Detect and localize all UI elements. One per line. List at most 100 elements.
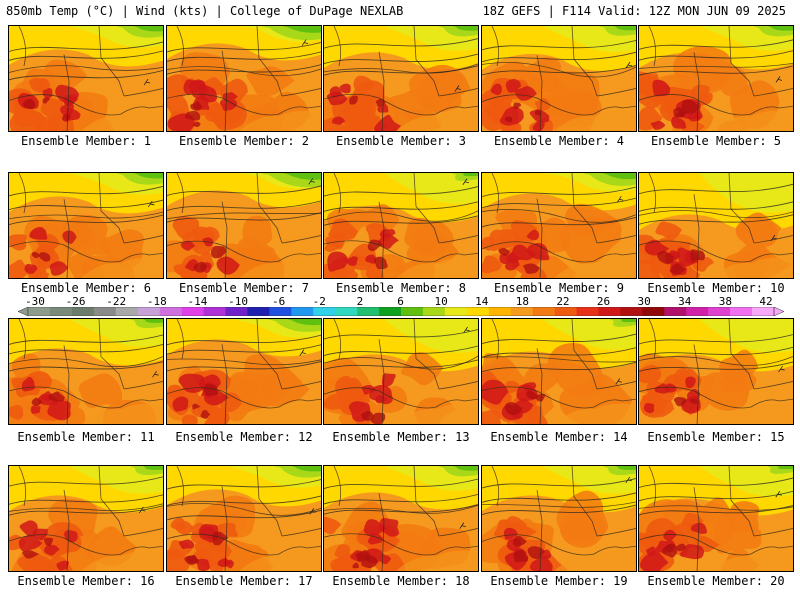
ensemble-member-label: Ensemble Member: 19 bbox=[490, 574, 628, 588]
colorbar-swatch bbox=[488, 307, 512, 316]
ensemble-map-panel bbox=[323, 465, 479, 572]
colorbar-swatch bbox=[313, 307, 336, 316]
colorbar-tick-label: -26 bbox=[65, 295, 86, 308]
colorbar-swatch bbox=[137, 307, 160, 316]
colorbar-swatch bbox=[247, 307, 270, 316]
ensemble-member-label: Ensemble Member: 6 bbox=[20, 281, 152, 295]
ensemble-member-label: Ensemble Member: 5 bbox=[650, 134, 782, 148]
colorbar-arrow-right bbox=[773, 307, 784, 316]
ensemble-map-panel bbox=[8, 465, 164, 572]
ensemble-member-label: Ensemble Member: 11 bbox=[17, 430, 155, 444]
colorbar-swatch bbox=[291, 307, 314, 316]
colorbar-swatch bbox=[642, 307, 665, 316]
colorbar-arrow-left bbox=[18, 307, 29, 316]
ensemble-map-panel bbox=[166, 172, 322, 279]
ensemble-map-panel bbox=[323, 172, 479, 279]
colorbar-swatch bbox=[225, 307, 248, 316]
colorbar-tick-label: 6 bbox=[397, 295, 404, 308]
colorbar-tick-label: -30 bbox=[25, 295, 45, 308]
colorbar-swatch bbox=[532, 307, 555, 316]
colorbar-tick-label: 30 bbox=[637, 295, 651, 308]
colorbar-swatch bbox=[554, 307, 577, 316]
colorbar-swatch bbox=[422, 307, 446, 316]
ensemble-map-panel bbox=[323, 25, 479, 132]
colorbar-tick-label: 22 bbox=[556, 295, 570, 308]
colorbar-swatch bbox=[203, 307, 226, 316]
ensemble-member-label: Ensemble Member: 3 bbox=[335, 134, 467, 148]
colorbar-swatch bbox=[49, 307, 73, 316]
ensemble-map-panel bbox=[8, 318, 164, 425]
ensemble-map-panel bbox=[166, 25, 322, 132]
colorbar-swatch bbox=[598, 307, 621, 316]
ensemble-member-label: Ensemble Member: 9 bbox=[493, 281, 625, 295]
header-title-left: 850mb Temp (°C) | Wind (kts) | College o… bbox=[6, 4, 404, 18]
colorbar-tick-label: 18 bbox=[515, 295, 529, 308]
colorbar-tick-label: -22 bbox=[106, 295, 127, 308]
ensemble-map-panel bbox=[481, 25, 637, 132]
colorbar-swatch bbox=[181, 307, 204, 316]
ensemble-member-label: Ensemble Member: 16 bbox=[17, 574, 155, 588]
ensemble-map-panel bbox=[481, 465, 637, 572]
colorbar-swatch bbox=[115, 307, 139, 316]
colorbar-labels: -30 -26 -22 -18 -14 -10 -6 -2 2 6 10 14 18 22 26 30 34 38… bbox=[0, 296, 800, 308]
ensemble-member-label: Ensemble Member: 2 bbox=[178, 134, 310, 148]
ensemble-map-panel bbox=[323, 318, 479, 425]
colorbar-swatch bbox=[444, 307, 468, 316]
colorbar-tick-label: 10 bbox=[434, 295, 448, 308]
colorbar-tick-label: -6 bbox=[272, 295, 286, 308]
colorbar-tick-label: 34 bbox=[678, 295, 692, 308]
colorbar-tick-label: 42 bbox=[759, 295, 773, 308]
colorbar-tick-label: 38 bbox=[718, 295, 732, 308]
ensemble-member-label: Ensemble Member: 7 bbox=[178, 281, 310, 295]
ensemble-member-label: Ensemble Member: 13 bbox=[332, 430, 470, 444]
ensemble-map-panel bbox=[8, 172, 164, 279]
ensemble-member-label: Ensemble Member: 15 bbox=[647, 430, 785, 444]
colorbar-swatch bbox=[466, 307, 490, 316]
colorbar-swatch bbox=[93, 307, 117, 316]
ensemble-map-panel bbox=[638, 318, 794, 425]
colorbar-swatch bbox=[686, 307, 709, 316]
colorbar-tick-label: 26 bbox=[596, 295, 611, 308]
colorbar-tick-label: 2 bbox=[356, 295, 364, 308]
colorbar-tick-label: -18 bbox=[146, 295, 167, 308]
colorbar-swatch bbox=[71, 307, 95, 316]
colorbar-tick-label: 14 bbox=[475, 295, 489, 308]
header-title-right: 18Z GEFS | F114 Valid: 12Z MON JUN 09 20… bbox=[482, 4, 786, 18]
ensemble-member-label: Ensemble Member: 17 bbox=[175, 574, 313, 588]
ensemble-map-panel bbox=[166, 318, 322, 425]
colorbar-tick-label: -2 bbox=[312, 295, 326, 308]
ensemble-map-panel bbox=[638, 172, 794, 279]
colorbar-swatch bbox=[752, 307, 775, 316]
ensemble-member-label: Ensemble Member: 12 bbox=[175, 430, 313, 444]
temperature-colorbar: -30 -26 -22 -18 -14 -10 -6 -2 2 6 10 14 18 22 26 30 34 38… bbox=[0, 296, 800, 320]
ensemble-member-label: Ensemble Member: 1 bbox=[20, 134, 152, 148]
colorbar-swatch bbox=[357, 307, 380, 316]
ensemble-map-panel bbox=[8, 25, 164, 132]
ensemble-member-label: Ensemble Member: 18 bbox=[332, 574, 470, 588]
ensemble-map-panel bbox=[481, 172, 637, 279]
colorbar-swatch bbox=[576, 307, 599, 316]
colorbar-swatch bbox=[269, 307, 292, 316]
ensemble-member-label: Ensemble Member: 8 bbox=[335, 281, 467, 295]
ensemble-map-panel bbox=[638, 25, 794, 132]
ensemble-map-panel bbox=[638, 465, 794, 572]
ensemble-member-label: Ensemble Member: 20 bbox=[647, 574, 785, 588]
colorbar-swatch bbox=[335, 307, 358, 316]
colorbar-swatch bbox=[620, 307, 643, 316]
header: 850mb Temp (°C) | Wind (kts) | College o… bbox=[0, 0, 800, 22]
colorbar-swatch bbox=[664, 307, 687, 316]
colorbar-tick-label: -10 bbox=[228, 295, 248, 308]
ensemble-map-panel bbox=[481, 318, 637, 425]
colorbar-swatch bbox=[510, 307, 533, 316]
colorbar-swatch bbox=[708, 307, 731, 316]
colorbar-swatch bbox=[401, 307, 424, 316]
ensemble-map-panel bbox=[166, 465, 322, 572]
colorbar-bar bbox=[18, 307, 784, 316]
colorbar-tick-label: -14 bbox=[187, 295, 208, 308]
ensemble-member-label: Ensemble Member: 10 bbox=[647, 281, 785, 295]
ensemble-member-label: Ensemble Member: 14 bbox=[490, 430, 628, 444]
colorbar-swatch bbox=[379, 307, 402, 316]
ensemble-member-label: Ensemble Member: 4 bbox=[493, 134, 625, 148]
colorbar-swatch bbox=[730, 307, 753, 316]
colorbar-swatch bbox=[159, 307, 182, 316]
